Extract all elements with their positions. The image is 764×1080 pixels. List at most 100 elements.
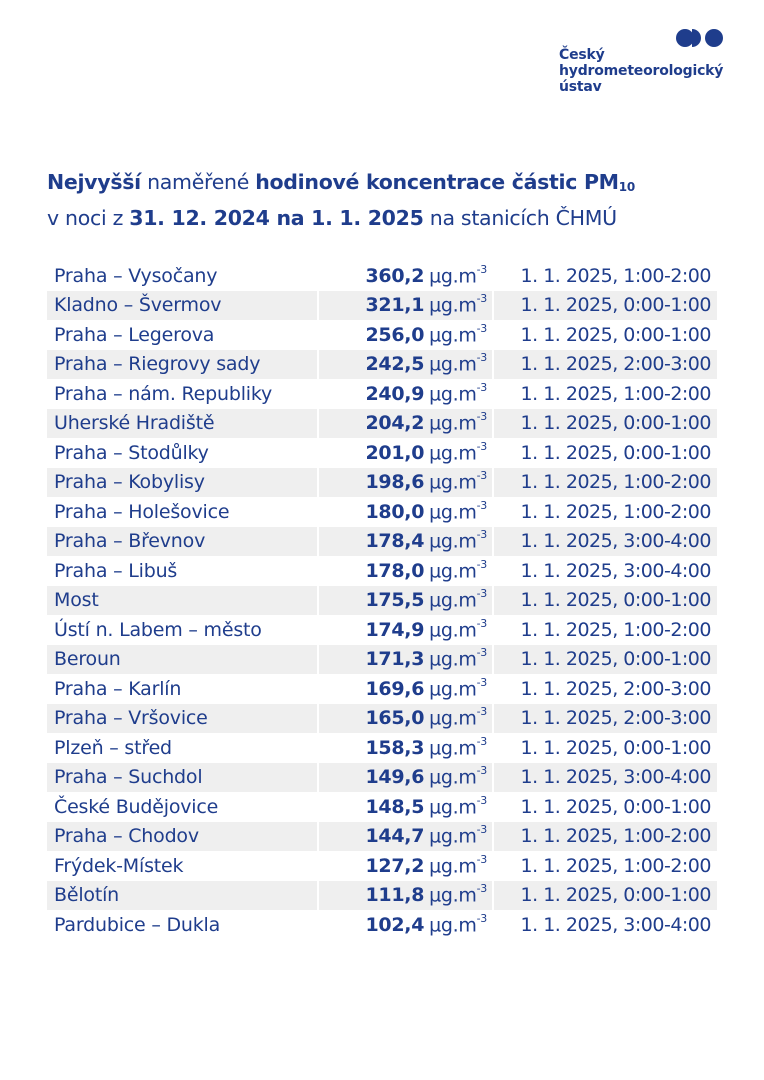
logo-wordmark: Český hydrometeorologický ústav xyxy=(559,47,723,95)
unit-exponent: -3 xyxy=(476,852,488,866)
measurement-time: 1. 1. 2025, 3:00-4:00 xyxy=(520,559,712,582)
concentration-value: 165,0 µg.m-3 xyxy=(319,703,492,733)
unit-base: µg.m xyxy=(429,441,477,464)
table-row: Bělotín 111,8 µg.m-3 1. 1. 2025, 0:00-1:… xyxy=(47,880,717,910)
concentration-value: 169,6 µg.m-3 xyxy=(319,674,492,704)
unit-exponent: -3 xyxy=(476,764,488,778)
unit-exponent: -3 xyxy=(476,587,488,601)
table-row: Uherské Hradiště 204,2 µg.m-3 1. 1. 2025… xyxy=(47,408,717,438)
logo-circle-icon xyxy=(705,29,723,47)
unit-exponent: -3 xyxy=(476,616,488,630)
value-unit: µg.m-3 xyxy=(429,469,488,494)
value-number: 198,6 xyxy=(365,471,425,494)
concentration-value: 144,7 µg.m-3 xyxy=(319,821,492,851)
unit-exponent: -3 xyxy=(476,469,488,483)
unit-exponent: -3 xyxy=(476,646,488,660)
logo-marks xyxy=(676,29,736,49)
station-name: Plzeň – střed xyxy=(54,736,172,759)
value-number: 178,0 xyxy=(365,559,425,582)
value-number: 169,6 xyxy=(365,677,425,700)
unit-exponent: -3 xyxy=(476,823,488,837)
station-name: Praha – Suchdol xyxy=(47,762,317,792)
value-unit: µg.m-3 xyxy=(429,262,488,287)
value-unit: µg.m-3 xyxy=(429,823,488,847)
measurement-time: 1. 1. 2025, 2:00-3:00 xyxy=(494,349,717,379)
value-unit: µg.m-3 xyxy=(429,499,487,523)
value-number: 201,0 xyxy=(365,441,425,464)
station-name: Praha – Holešovice xyxy=(54,500,230,523)
value-unit: µg.m-3 xyxy=(429,440,487,464)
value-number: 148,5 xyxy=(365,795,425,818)
concentration-value: 178,4 µg.m-3 xyxy=(319,526,492,556)
table-row: Most 175,5 µg.m-3 1. 1. 2025, 0:00-1:00 xyxy=(47,585,717,615)
value-unit: µg.m-3 xyxy=(429,882,488,906)
unit-base: µg.m xyxy=(429,736,477,759)
value-unit: µg.m-3 xyxy=(429,587,488,611)
table-row: Beroun 171,3 µg.m-3 1. 1. 2025, 0:00-1:0… xyxy=(47,644,717,674)
title-text: v noci z xyxy=(47,206,130,230)
value-number: 174,9 xyxy=(365,618,425,641)
unit-base: µg.m xyxy=(429,618,477,641)
measurement-time: 1. 1. 2025, 0:00-1:00 xyxy=(494,644,717,674)
value-number: 175,5 xyxy=(365,589,425,612)
unit-base: µg.m xyxy=(429,795,477,818)
measurement-time: 1. 1. 2025, 3:00-4:00 xyxy=(520,913,712,936)
value-number: 360,2 xyxy=(365,264,425,287)
station-name: Praha – Vysočany xyxy=(54,264,218,287)
value-unit: µg.m-3 xyxy=(429,528,487,552)
unit-base: µg.m xyxy=(429,323,477,346)
table-row: České Budějovice 148,5 µg.m-3 1. 1. 2025… xyxy=(47,792,717,822)
concentration-value: 201,0 µg.m-3 xyxy=(319,438,492,468)
value-unit: µg.m-3 xyxy=(429,676,487,700)
concentration-value: 175,5 µg.m-3 xyxy=(319,585,492,615)
table-row: Praha – Vršovice 165,0 µg.m-3 1. 1. 2025… xyxy=(47,703,717,733)
value-number: 165,0 xyxy=(365,707,425,730)
value-number: 127,2 xyxy=(365,854,425,877)
station-name: Kladno – Švermov xyxy=(47,290,317,320)
station-name: Praha – Vršovice xyxy=(47,703,317,733)
measurement-time: 1. 1. 2025, 1:00-2:00 xyxy=(520,382,712,405)
measurement-time: 1. 1. 2025, 0:00-1:00 xyxy=(494,880,717,910)
unit-base: µg.m xyxy=(429,294,477,317)
station-name: Uherské Hradiště xyxy=(47,408,317,438)
unit-base: µg.m xyxy=(429,471,477,494)
measurement-time: 1. 1. 2025, 3:00-4:00 xyxy=(494,762,717,792)
value-number: 180,0 xyxy=(365,500,425,523)
value-unit: µg.m-3 xyxy=(429,410,487,434)
title-line-1: Nejvyšší naměřené hodinové koncentrace č… xyxy=(47,166,747,202)
unit-exponent: -3 xyxy=(476,882,488,896)
station-name: Pardubice – Dukla xyxy=(54,913,221,936)
measurement-time: 1. 1. 2025, 0:00-1:00 xyxy=(520,795,712,818)
value-number: 204,2 xyxy=(365,412,425,435)
concentration-value: 127,2 µg.m-3 xyxy=(319,851,492,881)
unit-base: µg.m xyxy=(429,353,477,376)
station-name: Praha – nám. Republiky xyxy=(54,382,273,405)
concentration-value: 148,5 µg.m-3 xyxy=(319,792,492,822)
concentration-value: 174,9 µg.m-3 xyxy=(319,615,492,645)
unit-exponent: -3 xyxy=(476,321,488,335)
value-number: 171,3 xyxy=(365,648,425,671)
measurement-time: 1. 1. 2025, 2:00-3:00 xyxy=(494,703,717,733)
unit-exponent: -3 xyxy=(476,351,488,365)
measurement-time: 1. 1. 2025, 1:00-2:00 xyxy=(520,500,712,523)
unit-exponent: -3 xyxy=(476,262,488,276)
title-text: na stanicích ČHMÚ xyxy=(423,206,617,230)
concentration-value: 198,6 µg.m-3 xyxy=(319,467,492,497)
unit-exponent: -3 xyxy=(476,705,488,719)
concentration-value: 178,0 µg.m-3 xyxy=(319,556,492,586)
unit-base: µg.m xyxy=(429,677,477,700)
value-number: 256,0 xyxy=(365,323,425,346)
logo-line: hydrometeorologický xyxy=(559,63,724,79)
value-unit: µg.m-3 xyxy=(429,381,487,405)
measurement-time: 1. 1. 2025, 1:00-2:00 xyxy=(494,821,717,851)
unit-base: µg.m xyxy=(429,382,477,405)
station-name: Praha – Stodůlky xyxy=(54,441,209,464)
concentration-value: 360,2 µg.m-3 xyxy=(319,261,492,291)
unit-base: µg.m xyxy=(429,913,477,936)
concentration-value: 242,5 µg.m-3 xyxy=(319,349,492,379)
station-name: Beroun xyxy=(47,644,317,674)
value-unit: µg.m-3 xyxy=(429,764,488,788)
table-row: Praha – Chodov 144,7 µg.m-3 1. 1. 2025, … xyxy=(47,821,717,851)
measurement-time: 1. 1. 2025, 0:00-1:00 xyxy=(520,736,712,759)
concentration-value: 321,1 µg.m-3 xyxy=(319,290,492,320)
